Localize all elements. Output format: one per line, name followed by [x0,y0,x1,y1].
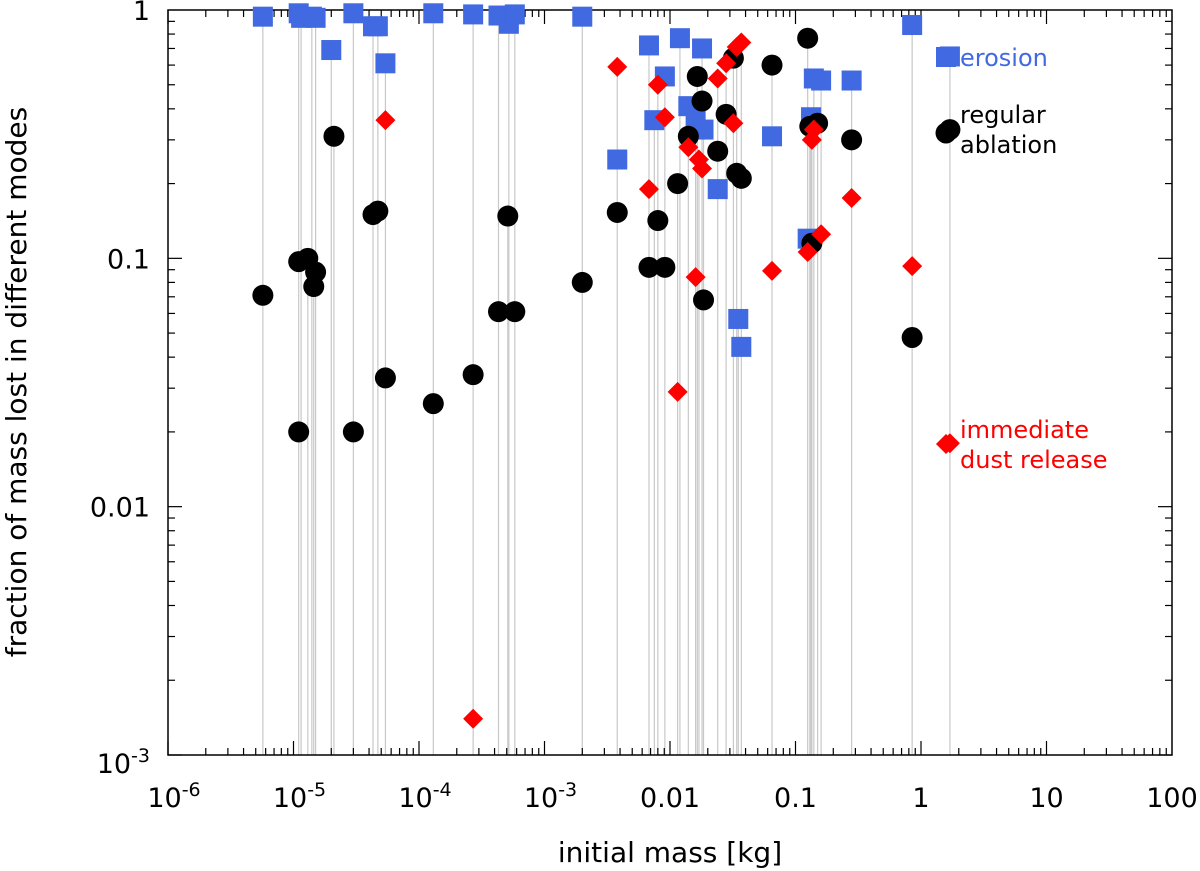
legend: erosion regular ablation immediate dust … [960,44,1108,474]
erosion-point [343,3,364,24]
regular-ablation-point [638,256,660,278]
immediate-dust-release-point [678,137,699,158]
x-tick-label: 0.1 [774,783,817,814]
regular-ablation-point [305,261,327,283]
immediate-dust-release-point [797,242,818,263]
immediate-dust-release-point [647,74,668,95]
immediate-dust-release-point [667,381,688,402]
immediate-dust-release-point [716,53,737,74]
x-tick-label: 100 [1146,783,1198,814]
regular-ablation-point [252,284,274,306]
regular-ablation-point [677,125,699,147]
immediate-dust-release-point [638,179,659,200]
erosion-point [841,70,862,91]
erosion-point [638,35,659,56]
y-tick-label: 10-3 [97,745,150,780]
axis-tick-labels: 10-6 10-5 10-4 10-3 0.01 0.1 1 10 100 10-3 0.01 0.1… [90,0,1198,814]
regular-ablation-point [707,140,729,162]
legend-erosion-marker [936,47,956,67]
erosion-point [572,6,593,27]
erosion-point [669,28,690,49]
x-tick-label: 10-4 [398,779,451,814]
erosion-point [707,179,728,200]
erosion-point [762,126,783,147]
regular-ablation-point [901,326,923,348]
x-tick-label: 1 [912,783,929,814]
legend-erosion-label: erosion [960,44,1048,72]
regular-ablation-point [367,200,389,222]
regular-ablation-point [462,364,484,386]
regular-ablation-point [422,393,444,415]
x-tick-label: 10-5 [273,779,326,814]
immediate-dust-release-point [841,187,862,208]
regular-ablation-point [667,173,689,195]
data-markers [252,3,961,729]
immediate-dust-release-point [803,119,824,140]
immediate-dust-release-point [811,224,832,245]
erosion-point [252,6,273,27]
y-tick-label: 0.01 [90,493,150,524]
legend-regular-label-line2: ablation [960,131,1057,159]
legend-dust-label-line2: dust release [960,446,1108,474]
immediate-dust-release-point [463,708,484,729]
regular-ablation-point [647,210,669,232]
immediate-dust-release-point [375,110,396,131]
erosion-point [692,38,713,59]
x-tick-label: 10-3 [524,779,577,814]
legend-dust-label-line1: immediate [960,416,1089,444]
immediate-dust-release-point [731,32,752,53]
regular-ablation-point [323,125,345,147]
erosion-point [731,336,752,357]
x-axis-title: initial mass [kg] [558,836,782,869]
erosion-point [305,7,326,28]
erosion-point [504,4,525,25]
immediate-dust-release-point [654,107,675,128]
regular-ablation-point [488,301,510,323]
immediate-dust-release-point [707,68,728,89]
immediate-dust-release-point [685,267,706,288]
erosion-point [375,53,396,74]
immediate-dust-release-point [692,158,713,179]
regular-ablation-point [691,90,713,112]
axis-ticks [167,10,1172,756]
regular-ablation-point [686,65,708,87]
immediate-dust-release-point [607,56,628,77]
immediate-dust-release-point [902,256,923,277]
immediate-dust-release-point [723,113,744,134]
regular-ablation-point [654,256,676,278]
erosion-point [728,308,749,329]
legend-regular-label-line1: regular [960,101,1046,129]
regular-ablation-point [797,27,819,49]
regular-ablation-point [730,167,752,189]
y-tick-label: 0.1 [107,244,150,275]
connector-lines [262,13,951,755]
x-tick-label: 10-6 [147,779,200,814]
erosion-point [423,3,444,24]
regular-ablation-point [693,289,715,311]
regular-ablation-point [606,201,628,223]
regular-ablation-point [571,271,593,293]
erosion-point [902,15,923,36]
regular-ablation-point [288,421,310,443]
erosion-point [811,70,832,91]
regular-ablation-point [504,301,526,323]
regular-ablation-point [374,367,396,389]
erosion-point [607,149,628,170]
erosion-point [463,4,484,25]
regular-ablation-point [841,129,863,151]
x-tick-label: 10 [1029,783,1063,814]
erosion-point [367,16,388,37]
erosion-point [321,40,342,61]
legend-regular-ablation-marker [935,122,957,144]
regular-ablation-point [761,54,783,76]
regular-ablation-point [497,205,519,227]
y-axis-title: fraction of mass lost in different modes [0,107,33,657]
x-tick-label: 0.01 [640,783,700,814]
y-tick-label: 1 [133,0,150,27]
legend-immediate-dust-release-marker [936,434,956,454]
immediate-dust-release-point [762,260,783,281]
regular-ablation-point [342,421,364,443]
